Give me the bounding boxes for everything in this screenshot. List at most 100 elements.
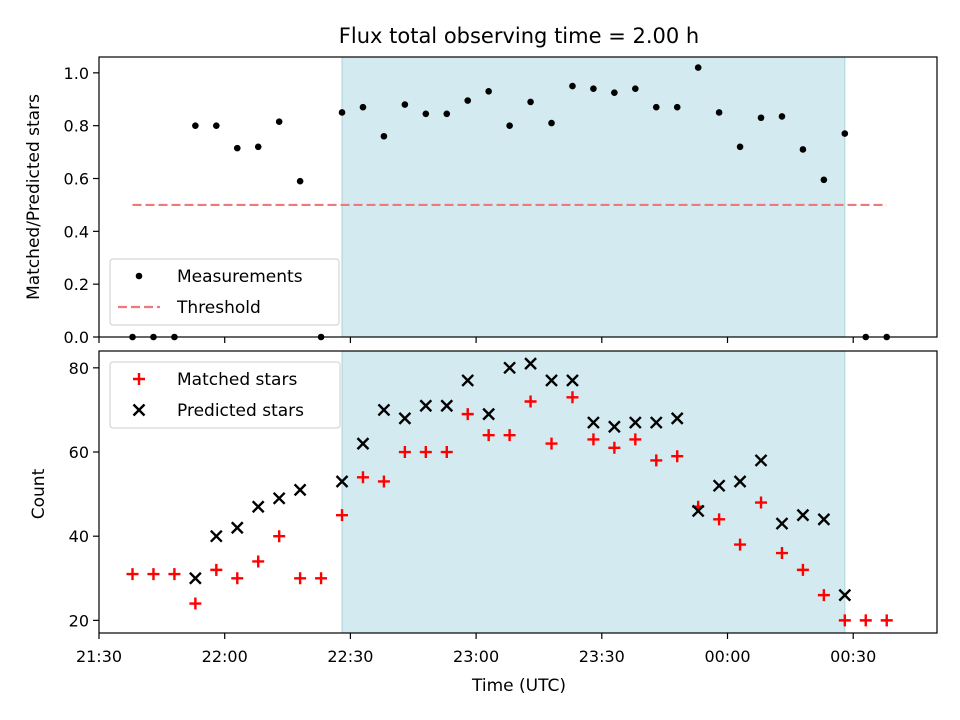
predicted-star-point: [356, 437, 370, 450]
top-y-axis-label: Matched/Predicted stars: [24, 94, 44, 300]
measurement-point: [443, 110, 451, 118]
y-tick-label: 1.0: [64, 64, 89, 83]
matched-star-point: [734, 538, 747, 551]
y-tick-label: 60: [69, 443, 89, 462]
legend-marker: [135, 272, 143, 280]
matched-star-point: [377, 475, 390, 488]
measurement-point: [611, 89, 618, 96]
measurement-point: [296, 177, 304, 185]
top-marks: [129, 64, 891, 341]
measurement-point: [254, 143, 262, 151]
legend-marker: [133, 373, 145, 385]
measurement-point: [548, 119, 555, 127]
predicted-star-point: [670, 411, 684, 425]
predicted-star-point: [189, 571, 202, 585]
legend-label: Measurements: [177, 267, 303, 287]
predicted-star-point: [377, 403, 391, 417]
measurement-point: [527, 98, 534, 106]
measurement-point: [422, 110, 430, 118]
observing-window-shade-bottom: [341, 350, 846, 634]
matched-star-point: [775, 547, 788, 560]
bottom-y-axis: 20 40 60 80: [69, 359, 99, 630]
measurement-point: [192, 122, 199, 129]
predicted-star-point: [251, 500, 265, 514]
measurement-point: [715, 109, 723, 116]
predicted-star-point: [587, 416, 600, 429]
bottom-panel: 20 40 60 80 21:30 22:00 22:30 23:00 23:30 00:00 0…: [29, 350, 938, 696]
measurement-point: [380, 132, 388, 140]
matched-star-point: [587, 433, 600, 446]
predicted-star-point: [608, 420, 621, 434]
x-tick-label: 22:30: [327, 647, 373, 666]
x-tick-label: 00:00: [704, 647, 750, 666]
matched-star-point: [713, 513, 726, 526]
matched-star-point: [461, 408, 474, 421]
measurement-point: [569, 82, 576, 90]
measurement-point: [799, 146, 807, 153]
predicted-star-point: [712, 479, 726, 493]
matched-star-point: [168, 568, 181, 581]
matched-star-point: [126, 568, 139, 581]
predicted-star-point: [628, 416, 642, 429]
matched-star-point: [545, 437, 558, 450]
x-tick-label: 23:00: [453, 647, 499, 666]
predicted-star-point: [754, 454, 768, 467]
measurement-point: [841, 130, 849, 137]
predicted-star-point: [440, 399, 454, 413]
matched-star-point: [440, 446, 453, 459]
legend-marker: [132, 403, 146, 417]
predicted-star-point: [649, 416, 663, 429]
bottom-plot-frame: [98, 350, 938, 634]
predicted-star-point: [419, 399, 433, 413]
measurement-point: [464, 97, 472, 104]
predicted-star-point: [335, 475, 349, 488]
measurement-point: [401, 101, 409, 108]
matched-star-point: [273, 530, 286, 543]
matched-star-point: [252, 555, 265, 568]
x-tick-label: 21:30: [76, 647, 122, 666]
predicted-star-point: [817, 513, 831, 526]
predicted-star-point: [293, 483, 307, 497]
y-tick-label: 20: [69, 611, 89, 630]
bottom-marks: [126, 357, 893, 627]
matched-star-point: [189, 597, 202, 610]
matched-star-point: [629, 433, 642, 446]
top-y-axis: 0.0 0.2 0.4 0.6 0.8 1.0: [64, 64, 99, 347]
measurement-point: [275, 118, 283, 126]
top-panel: 0.0 0.2 0.4 0.6 0.8 1.0 Matched/Predicted sta…: [24, 56, 938, 347]
matched-star-point: [356, 471, 369, 484]
bottom-y-axis-label: Count: [29, 468, 49, 519]
predicted-star-point: [838, 588, 852, 602]
legend-label: Threshold: [176, 298, 261, 318]
predicted-star-point: [461, 374, 475, 387]
y-tick-label: 0.8: [64, 117, 89, 136]
matched-star-point: [566, 391, 579, 404]
matched-star-point: [755, 496, 768, 509]
measurement-point: [338, 109, 346, 116]
measurement-point: [694, 64, 702, 71]
predicted-star-point: [691, 504, 705, 518]
bottom-legend: Matched stars Predicted stars: [109, 361, 341, 429]
matched-star-point: [859, 614, 872, 627]
y-tick-label: 0.6: [64, 170, 89, 189]
measurement-point: [213, 122, 220, 129]
chart-title: Flux total observing time = 2.00 h: [339, 24, 699, 48]
matched-star-point: [398, 446, 411, 459]
predicted-star-point: [566, 374, 579, 387]
measurement-point: [632, 85, 639, 92]
matched-star-point: [817, 589, 830, 602]
y-tick-label: 0.0: [64, 328, 89, 347]
matched-star-point: [147, 568, 160, 581]
matched-star-point: [838, 614, 851, 627]
bottom-x-axis: 21:30 22:00 22:30 23:00 23:30 00:00 00:30: [76, 633, 876, 666]
measurement-point: [233, 144, 241, 152]
matched-star-point: [315, 572, 328, 585]
matched-star-point: [880, 614, 893, 627]
measurement-point: [590, 85, 597, 92]
predicted-star-point: [733, 475, 747, 488]
matched-star-point: [650, 454, 663, 467]
measurement-point: [506, 122, 513, 129]
matched-star-point: [294, 572, 307, 585]
matched-star-point: [608, 441, 621, 454]
